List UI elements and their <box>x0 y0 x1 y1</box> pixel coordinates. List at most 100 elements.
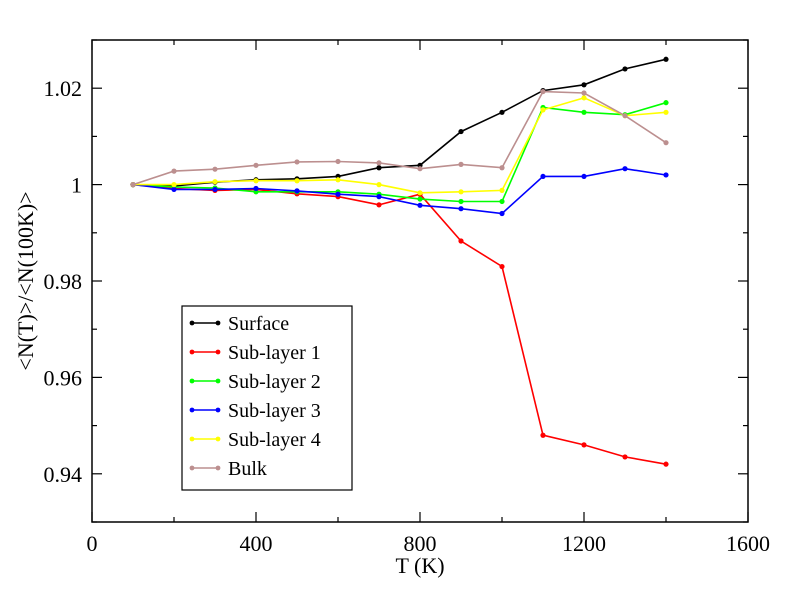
data-point <box>335 191 341 197</box>
data-point <box>663 461 669 467</box>
data-point <box>130 182 136 188</box>
data-point <box>335 177 341 183</box>
legend-label: Sub-layer 2 <box>228 371 321 393</box>
data-point <box>663 172 669 178</box>
data-point <box>376 160 382 166</box>
data-point <box>540 107 546 113</box>
legend-marker <box>215 320 221 326</box>
data-point <box>458 128 464 135</box>
legend-entry: Sub-layer 3 <box>189 400 321 422</box>
legend-marker <box>215 378 221 384</box>
x-tick-label: 400 <box>240 531 273 556</box>
series-line <box>132 167 667 215</box>
data-point <box>253 185 259 192</box>
data-point <box>294 188 300 194</box>
data-point <box>458 206 464 212</box>
legend-box <box>181 305 353 491</box>
data-point <box>376 202 382 208</box>
x-tick-label: 800 <box>404 531 437 556</box>
series-5 <box>130 95 669 196</box>
data-point <box>417 196 423 202</box>
data-point <box>499 210 505 217</box>
data-point <box>663 56 669 62</box>
legend-marker <box>189 320 195 326</box>
legend-entry: Sub-layer 2 <box>189 371 321 393</box>
data-point <box>499 109 505 115</box>
legend-marker <box>215 407 221 413</box>
data-point <box>253 162 259 168</box>
series-line <box>133 96 667 194</box>
data-point <box>171 182 177 188</box>
legend-entry: Sub-layer 1 <box>189 342 321 364</box>
data-point <box>294 159 300 165</box>
legend-marker <box>215 436 221 442</box>
legend-label: Sub-layer 4 <box>228 429 321 451</box>
x-tick-label: 0 <box>87 531 98 556</box>
y-axis-title: <N(T)>/<N(100K)> <box>13 191 38 370</box>
series-layer <box>130 56 669 467</box>
data-point <box>663 109 669 115</box>
data-point <box>376 165 382 171</box>
legend-entry: Surface <box>189 313 289 335</box>
data-point <box>540 173 546 180</box>
legend-entry: Sub-layer 4 <box>189 429 321 451</box>
data-point <box>663 140 669 146</box>
data-point <box>294 178 300 184</box>
y-tick-label: 0.96 <box>44 365 83 390</box>
data-point <box>499 187 505 193</box>
series-4 <box>130 166 669 217</box>
legend-label: Surface <box>228 313 289 335</box>
data-point <box>212 179 218 185</box>
data-point <box>581 90 587 96</box>
ticks-layer <box>91 39 749 523</box>
legend-entry: Bulk <box>189 458 267 480</box>
data-point <box>253 178 259 184</box>
legend-marker <box>215 465 221 471</box>
data-point <box>622 454 628 460</box>
y-tick-label: 0.98 <box>44 269 83 294</box>
legend-marker <box>215 349 221 355</box>
legend-marker <box>189 407 195 413</box>
legend-marker <box>189 465 195 471</box>
data-point <box>581 442 587 448</box>
data-point <box>171 186 177 193</box>
x-tick-label: 1200 <box>562 531 606 556</box>
data-point <box>540 88 546 95</box>
data-point <box>335 158 341 165</box>
y-tick-label: 1 <box>71 173 82 198</box>
data-point <box>458 238 464 244</box>
legend-label: Sub-layer 1 <box>228 342 321 364</box>
y-tick-label: 1.02 <box>44 76 83 101</box>
data-point <box>581 95 587 101</box>
data-point <box>212 166 218 172</box>
data-point <box>581 82 587 88</box>
data-point <box>622 66 628 72</box>
data-point <box>212 186 218 193</box>
series-6 <box>130 88 669 188</box>
data-point <box>663 100 669 106</box>
data-point <box>581 173 587 180</box>
legend: Surface Sub-layer 1 Sub-layer 2 Sub-layer 3… <box>181 305 353 491</box>
tick-labels-layer: 0 400 800 1200 1600 0.94 0.96 0.98 1 1.02 <box>44 76 771 556</box>
x-axis-title: T (K) <box>395 553 444 578</box>
data-point <box>622 113 628 119</box>
series-line <box>132 90 667 186</box>
data-point <box>458 198 464 205</box>
data-point <box>458 189 464 195</box>
legend-label: Sub-layer 3 <box>228 400 321 422</box>
legend-marker <box>189 349 195 355</box>
data-point <box>499 263 505 270</box>
data-point <box>622 166 628 172</box>
series-line <box>132 183 667 465</box>
data-point <box>540 432 546 438</box>
data-point <box>171 168 177 174</box>
data-point <box>417 166 423 172</box>
data-point <box>499 165 505 171</box>
data-point <box>581 109 587 115</box>
data-point <box>376 182 382 188</box>
legend-label: Bulk <box>228 458 267 480</box>
legend-marker <box>189 436 195 442</box>
series-line <box>132 58 667 187</box>
y-tick-label: 0.94 <box>44 462 83 487</box>
